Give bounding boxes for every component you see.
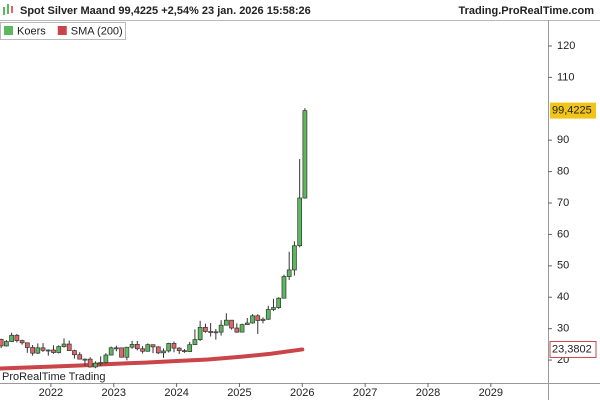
candle-body [203, 327, 208, 332]
candle-body [30, 347, 35, 354]
candle-body [292, 245, 297, 271]
y-tick-label: 30 [557, 323, 569, 335]
candle-body [140, 348, 145, 352]
candle-body [192, 339, 198, 346]
sma-line [0, 347, 305, 371]
header-icon [3, 4, 13, 15]
price-label-box [550, 102, 596, 119]
x-tick-label: 2028 [416, 387, 440, 399]
y-tick-label: 70 [557, 197, 569, 209]
chart-title: Spot Silver Maand 99,4225 +2,54% 23 jan.… [20, 5, 311, 17]
candle-body [271, 307, 276, 310]
candle-body [197, 327, 203, 341]
candle-body [98, 362, 104, 364]
candle-body [40, 347, 46, 351]
x-tick-label: 2025 [227, 387, 251, 399]
y-tick-label: 80 [557, 166, 569, 178]
x-tick-label: 2024 [164, 387, 188, 399]
candle-body [72, 350, 77, 356]
candle-body [66, 343, 72, 351]
candle-body [182, 350, 187, 352]
y-tick-label: 120 [557, 40, 575, 52]
candle-body [286, 269, 292, 277]
candle-body [19, 340, 25, 344]
candle-body [213, 331, 219, 334]
x-tick-label: 2026 [290, 387, 314, 399]
candle-body [239, 324, 245, 333]
candle-body [45, 349, 51, 352]
legend-label: Koers [17, 25, 46, 37]
candle-body [4, 341, 9, 347]
legend-label: SMA (200) [71, 25, 123, 37]
x-tick-label: 2027 [353, 387, 377, 399]
candle-body [61, 343, 67, 347]
candle-body [51, 349, 56, 353]
candle-body [56, 346, 62, 353]
candle-body [103, 354, 109, 363]
candle-body [134, 344, 140, 350]
y-tick-label: 60 [557, 228, 569, 240]
candle-body [93, 362, 98, 368]
candle-body [260, 318, 266, 321]
candle-body [77, 354, 83, 360]
y-tick-label: 110 [557, 71, 575, 83]
candle-body [24, 342, 30, 348]
candle-body [208, 331, 213, 333]
candle-body [119, 347, 124, 358]
candle-body [218, 324, 224, 333]
candle-body [161, 350, 166, 354]
candle-body [114, 347, 119, 350]
watermark: ProRealTime Trading [2, 371, 106, 383]
candle-body [35, 347, 41, 354]
y-tick-label: 40 [557, 291, 569, 303]
candle-body [297, 197, 303, 247]
y-tick-label: 50 [557, 260, 569, 272]
candle-body [229, 319, 234, 329]
candle-body [265, 309, 271, 320]
candle-body [82, 358, 88, 361]
candle-body [155, 346, 161, 354]
candle-body [276, 297, 282, 308]
x-tick-label: 2022 [39, 387, 63, 399]
candle-body [244, 322, 250, 325]
candle-body [108, 347, 114, 356]
sma-label-box [549, 340, 597, 358]
legend-swatch [4, 26, 13, 35]
x-tick-label: 2029 [479, 387, 503, 399]
candle-body [255, 315, 261, 321]
y-tick-label: 90 [557, 134, 569, 146]
price-label: 99,4225 [552, 105, 592, 117]
candle-body [124, 346, 130, 358]
candle-body [187, 344, 193, 352]
candle-body [176, 347, 182, 351]
candle-body [87, 358, 93, 368]
candle-body [9, 334, 14, 342]
candle-body [14, 334, 20, 341]
candle-body [281, 276, 287, 299]
legend-swatch [57, 26, 67, 35]
candle-body [0, 338, 4, 347]
candle-body [223, 319, 229, 326]
sma-label: 23,3802 [552, 343, 592, 355]
candle-body [150, 344, 156, 348]
candle-body [250, 315, 255, 324]
candle-body [129, 344, 135, 348]
x-tick-label: 2023 [102, 387, 126, 399]
candle-body [145, 344, 151, 352]
candle-body [234, 327, 240, 333]
candle-body [171, 343, 177, 349]
candle-body [302, 110, 308, 199]
source: Trading.ProRealTime.com [458, 5, 594, 17]
candle-body [166, 343, 172, 352]
